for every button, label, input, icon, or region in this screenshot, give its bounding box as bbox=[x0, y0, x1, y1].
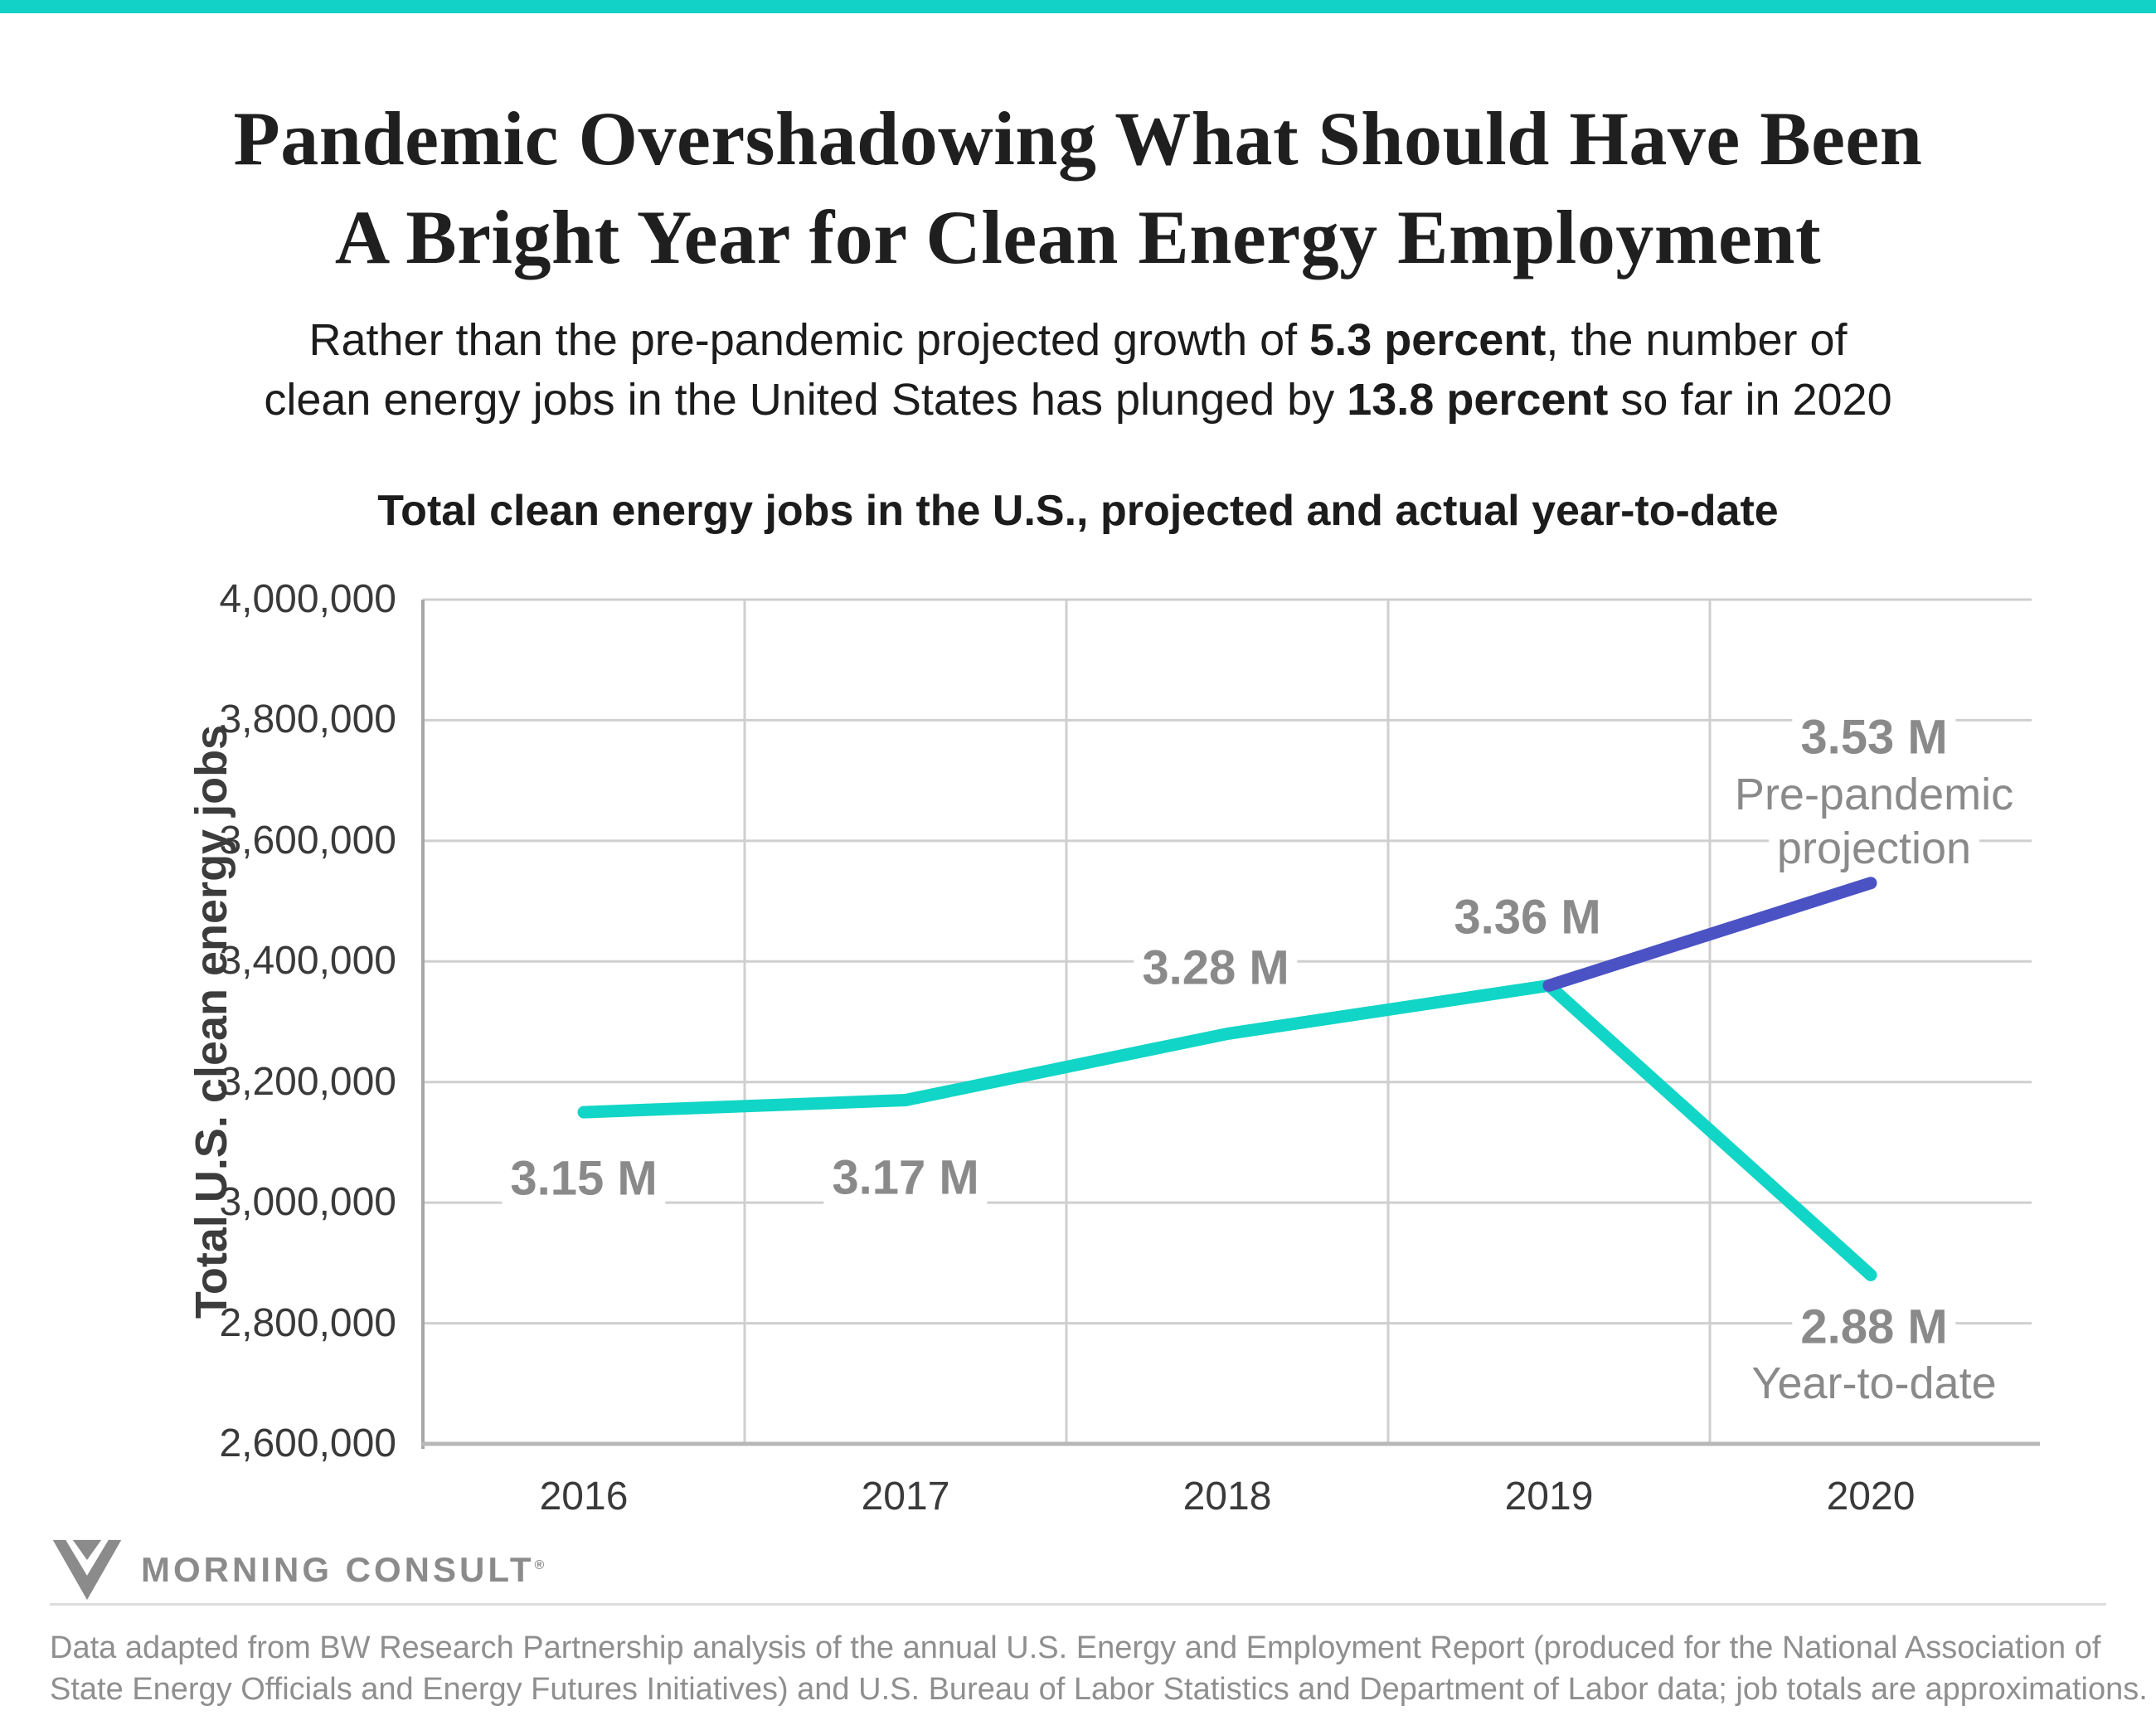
series-annotation-label: Pre-pandemic bbox=[1726, 766, 2022, 822]
source-note: Data adapted from BW Research Partnershi… bbox=[50, 1627, 2156, 1710]
registered-trademark: ® bbox=[534, 1558, 545, 1572]
data-value-label: 3.28 M bbox=[1134, 938, 1298, 998]
subtitle-line-1: Rather than the pre-pandemic projected g… bbox=[0, 310, 2156, 370]
y-tick-label: 3,400,000 bbox=[219, 939, 396, 984]
y-tick-label: 4,000,000 bbox=[219, 577, 396, 621]
subtitle-line-2: clean energy jobs in the United States h… bbox=[0, 370, 2156, 430]
page-title: Pandemic Overshadowing What Should Have … bbox=[0, 90, 2156, 287]
y-tick-label: 3,200,000 bbox=[219, 1059, 396, 1104]
y-tick-label: 3,800,000 bbox=[219, 697, 396, 742]
y-tick-label: 3,000,000 bbox=[219, 1180, 396, 1225]
subtitle-bold-value: 13.8 percent bbox=[1347, 375, 1609, 425]
subtitle-text: Rather than the pre-pandemic projected g… bbox=[308, 315, 1310, 365]
subtitle-text: , the number of bbox=[1546, 315, 1848, 365]
subtitle: Rather than the pre-pandemic projected g… bbox=[0, 310, 2156, 430]
data-value-label: 2.88 M bbox=[1792, 1297, 1956, 1357]
brand-text: MORNING CONSULT bbox=[141, 1550, 535, 1589]
morning-consult-logo: MORNING CONSULT® bbox=[51, 1536, 544, 1604]
subtitle-bold-value: 5.3 percent bbox=[1309, 315, 1547, 365]
data-value-label: 3.15 M bbox=[502, 1149, 666, 1208]
data-value-label: 3.53 M bbox=[1792, 707, 1956, 767]
chart-title: Total clean energy jobs in the U.S., pro… bbox=[377, 487, 1779, 535]
subtitle-text: so far in 2020 bbox=[1608, 375, 1892, 425]
source-note-line-2: State Energy Officials and Energy Future… bbox=[50, 1672, 2148, 1707]
source-note-line-1: Data adapted from BW Research Partnershi… bbox=[50, 1630, 2101, 1665]
morning-consult-m-icon bbox=[52, 1539, 122, 1601]
x-tick-label: 2020 bbox=[1826, 1475, 1916, 1518]
data-value-label: 3.17 M bbox=[823, 1148, 988, 1208]
series-annotation-label: Year-to-date bbox=[1743, 1356, 2005, 1412]
page-title-line-1: Pandemic Overshadowing What Should Have … bbox=[233, 96, 1923, 181]
subtitle-text: clean energy jobs in the United States h… bbox=[264, 375, 1348, 425]
brand-wordmark: MORNING CONSULT® bbox=[141, 1550, 544, 1590]
x-tick-label: 2019 bbox=[1504, 1475, 1594, 1518]
series-annotation-label: projection bbox=[1768, 820, 1980, 876]
series-line-projection bbox=[1542, 877, 1877, 992]
page-title-line-2: A Bright Year for Clean Energy Employmen… bbox=[334, 195, 1822, 279]
data-value-label: 3.36 M bbox=[1445, 887, 1610, 947]
x-tick-label: 2018 bbox=[1182, 1475, 1272, 1518]
x-tick-label: 2016 bbox=[539, 1475, 629, 1518]
top-accent-bar bbox=[0, 0, 2156, 13]
y-tick-label: 2,800,000 bbox=[219, 1300, 396, 1345]
footer-divider bbox=[50, 1603, 2106, 1606]
y-tick-label: 3,600,000 bbox=[219, 818, 396, 862]
series-line-actual bbox=[577, 979, 1877, 1281]
y-tick-label: 2,600,000 bbox=[219, 1421, 396, 1465]
x-tick-label: 2017 bbox=[861, 1475, 950, 1518]
